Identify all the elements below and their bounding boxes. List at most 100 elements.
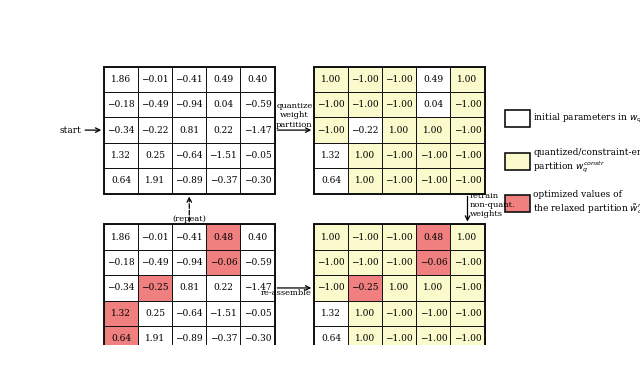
Text: 0.49: 0.49: [213, 75, 234, 84]
Text: 1.00: 1.00: [389, 284, 410, 293]
Bar: [417, 301, 451, 326]
Bar: [505, 111, 529, 127]
Text: re-assemble: re-assemble: [261, 289, 312, 298]
Bar: [348, 326, 382, 352]
Bar: [314, 67, 484, 194]
Bar: [314, 250, 348, 275]
Text: 0.48: 0.48: [423, 233, 444, 242]
Text: quantize
weight
partition: quantize weight partition: [276, 102, 312, 128]
Bar: [138, 250, 172, 275]
Bar: [505, 195, 529, 212]
Text: −0.18: −0.18: [108, 100, 135, 109]
Text: −0.94: −0.94: [175, 100, 203, 109]
Text: 0.64: 0.64: [321, 334, 341, 343]
Text: 0.25: 0.25: [145, 151, 165, 160]
Bar: [104, 224, 275, 352]
Bar: [348, 118, 382, 143]
Text: 1.00: 1.00: [321, 75, 341, 84]
Bar: [314, 224, 348, 250]
Bar: [172, 143, 206, 168]
Bar: [314, 168, 348, 194]
Text: optimized values of
the relaxed partition $\tilde{w}_q^{relax}$: optimized values of the relaxed partitio…: [533, 191, 640, 217]
Bar: [138, 224, 172, 250]
Text: −1.00: −1.00: [454, 100, 481, 109]
Text: 0.81: 0.81: [179, 284, 199, 293]
Bar: [417, 168, 451, 194]
Bar: [241, 92, 275, 118]
Bar: [382, 118, 417, 143]
Text: 0.64: 0.64: [111, 177, 131, 185]
Text: −0.41: −0.41: [175, 233, 203, 242]
Bar: [104, 275, 138, 301]
Text: −1.00: −1.00: [385, 151, 413, 160]
Bar: [314, 92, 348, 118]
Bar: [241, 301, 275, 326]
Text: −1.00: −1.00: [454, 177, 481, 185]
Bar: [172, 301, 206, 326]
Text: −1.00: −1.00: [454, 126, 481, 135]
Bar: [382, 168, 417, 194]
Bar: [206, 118, 241, 143]
Bar: [104, 168, 138, 194]
Text: 0.49: 0.49: [423, 75, 444, 84]
Bar: [505, 153, 529, 170]
Text: 0.04: 0.04: [213, 100, 234, 109]
Bar: [138, 168, 172, 194]
Text: 1.86: 1.86: [111, 75, 131, 84]
Bar: [348, 143, 382, 168]
Text: −1.00: −1.00: [317, 258, 345, 267]
Text: −0.41: −0.41: [175, 75, 203, 84]
Text: −0.89: −0.89: [175, 177, 203, 185]
Bar: [314, 118, 348, 143]
Text: −0.01: −0.01: [141, 75, 169, 84]
Bar: [172, 326, 206, 352]
Bar: [382, 326, 417, 352]
Bar: [417, 92, 451, 118]
Bar: [348, 224, 382, 250]
Bar: [206, 143, 241, 168]
Text: −0.34: −0.34: [108, 126, 135, 135]
Text: 1.32: 1.32: [111, 151, 131, 160]
Text: 1.00: 1.00: [355, 151, 375, 160]
Bar: [104, 143, 138, 168]
Bar: [206, 275, 241, 301]
Text: −1.51: −1.51: [209, 309, 237, 318]
Bar: [451, 67, 484, 92]
Bar: [382, 92, 417, 118]
Text: 1.00: 1.00: [458, 75, 477, 84]
Text: −1.00: −1.00: [420, 177, 447, 185]
Text: −1.00: −1.00: [385, 309, 413, 318]
Bar: [206, 224, 241, 250]
Bar: [241, 143, 275, 168]
Bar: [451, 224, 484, 250]
Bar: [417, 143, 451, 168]
Bar: [451, 275, 484, 301]
Text: 1.00: 1.00: [355, 309, 375, 318]
Bar: [172, 168, 206, 194]
Bar: [104, 92, 138, 118]
Bar: [314, 326, 348, 352]
Text: −1.00: −1.00: [351, 233, 379, 242]
Bar: [104, 224, 138, 250]
Bar: [314, 67, 348, 92]
Bar: [451, 118, 484, 143]
Text: −1.47: −1.47: [244, 284, 271, 293]
Text: 1.91: 1.91: [145, 177, 165, 185]
Text: −0.22: −0.22: [141, 126, 169, 135]
Bar: [206, 301, 241, 326]
Text: −0.37: −0.37: [210, 177, 237, 185]
Bar: [104, 67, 138, 92]
Bar: [138, 301, 172, 326]
Text: 1.00: 1.00: [423, 284, 444, 293]
Bar: [104, 301, 138, 326]
Text: 1.32: 1.32: [111, 309, 131, 318]
Bar: [348, 250, 382, 275]
Text: −1.00: −1.00: [351, 100, 379, 109]
Text: −0.06: −0.06: [209, 258, 237, 267]
Text: 1.91: 1.91: [145, 334, 165, 343]
Text: −1.00: −1.00: [454, 258, 481, 267]
Bar: [138, 275, 172, 301]
Text: −1.00: −1.00: [385, 75, 413, 84]
Text: −0.49: −0.49: [141, 258, 169, 267]
Bar: [451, 326, 484, 352]
